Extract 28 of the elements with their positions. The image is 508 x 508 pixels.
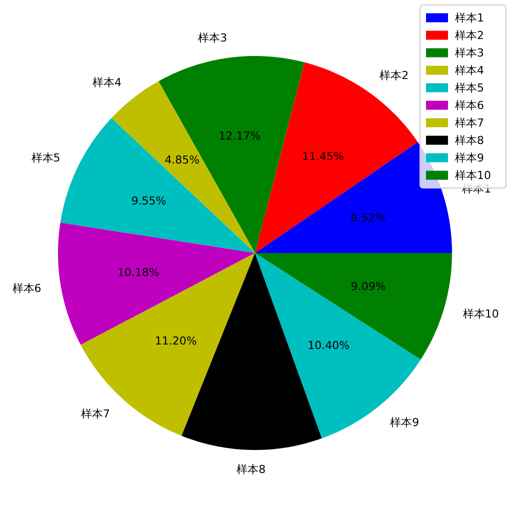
legend-label: 样本5: [455, 81, 484, 94]
slice-label: 样本8: [236, 463, 266, 476]
data-label: 12.17%: [218, 129, 261, 142]
legend-label: 样本10: [455, 168, 491, 182]
data-label: 9.55%: [131, 194, 166, 208]
slice-label: 样本6: [12, 282, 42, 296]
data-label: 9.09%: [350, 280, 386, 293]
legend-label: 样本8: [455, 134, 484, 147]
slice-label: 样本3: [198, 32, 228, 45]
slice-label: 样本9: [390, 416, 420, 429]
slice-label: 样本7: [80, 407, 110, 420]
legend-label: 样本1: [455, 11, 484, 24]
data-label: 10.18%: [117, 266, 160, 279]
slice-label: 样本5: [31, 151, 60, 164]
slice-label: 样本2: [380, 69, 409, 82]
legend-label: 样本2: [455, 28, 484, 42]
data-label: 11.20%: [154, 334, 197, 348]
legend-label: 样本4: [455, 64, 484, 77]
data-label: 10.40%: [308, 338, 350, 352]
data-label: 4.85%: [164, 153, 200, 166]
slice-label: 样本10: [462, 308, 499, 321]
legend-label: 样本9: [455, 151, 484, 164]
legend-label: 样本3: [455, 46, 484, 60]
data-label: 11.45%: [302, 150, 344, 163]
slice-label: 样本4: [92, 76, 122, 89]
data-label: 9.52%: [350, 212, 386, 225]
legend-label: 样本7: [455, 116, 484, 130]
legend-label: 样本6: [455, 98, 484, 112]
